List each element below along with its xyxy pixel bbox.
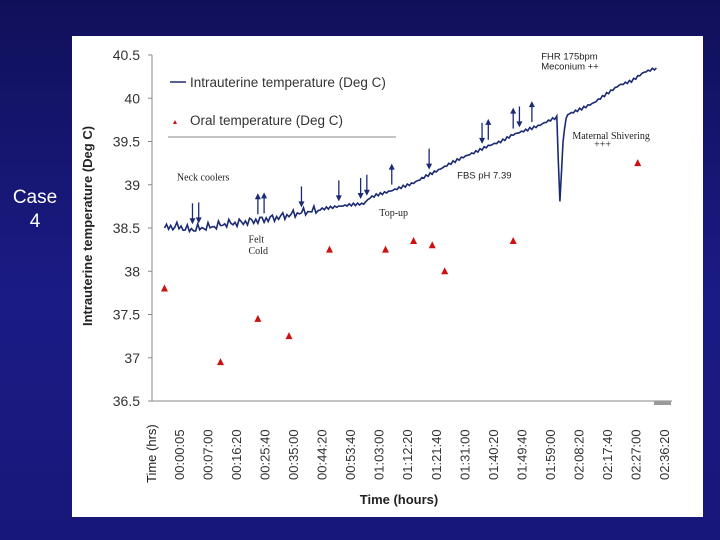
annotation-text: +++ (594, 140, 611, 151)
annotation-text: Felt (249, 235, 265, 246)
event-arrowhead-down (189, 218, 196, 225)
x-tick-label: 01:31:00 (457, 429, 472, 480)
event-arrowhead-down (516, 121, 523, 128)
x-tick-label: 01:49:40 (514, 429, 529, 480)
oral-temperature-point (410, 236, 418, 244)
x-axis-label: Time (hours) (360, 492, 439, 507)
y-tick-label: 39 (124, 177, 140, 193)
event-arrowhead-down (335, 195, 342, 202)
oral-temperature-point (325, 245, 333, 253)
event-arrowhead-up (485, 118, 492, 125)
y-axis-label: Intrauterine temperature (Deg C) (80, 126, 95, 326)
x-tick-label: 00:25:40 (258, 429, 273, 480)
oral-temperature-point (254, 314, 262, 322)
y-tick-label: 39.5 (113, 134, 140, 150)
scroll-marker (654, 401, 671, 405)
intrauterine-series-line (163, 67, 657, 234)
x-tick-label: 01:40:20 (486, 429, 501, 480)
x-tick-label: 01:21:40 (429, 429, 444, 480)
event-arrowhead-up (388, 163, 395, 170)
legend-triangle-swatch (173, 120, 177, 124)
x-tick-label: 02:17:40 (600, 429, 615, 480)
y-tick-label: 37.5 (113, 307, 140, 323)
oral-temperature-point (634, 159, 642, 167)
case-label: Case 4 (0, 186, 70, 234)
annotation-text: FHR 175bpm (541, 51, 598, 62)
oral-temperature-point (217, 358, 225, 366)
y-tick-label: 40 (124, 90, 140, 106)
oral-temperature-point (382, 245, 390, 253)
oral-marker-layer (160, 159, 642, 366)
annotation-text: Maternal Shivering (572, 131, 649, 142)
y-tick-labels: 40.5 40 39.5 39 38.5 38 37.5 37 36.5 (113, 47, 140, 409)
annotation-text: Meconium ++ (541, 62, 599, 73)
x-tick-label: 02:27:00 (628, 429, 643, 480)
event-arrowhead-up (254, 193, 261, 200)
annotation-text: FBS pH 7.39 (457, 171, 511, 182)
x-tick-label: 00:00:05 (172, 429, 187, 480)
oral-temperature-point (428, 241, 436, 249)
x-tick-label: 00:07:00 (201, 429, 216, 480)
y-tick-label: 38 (124, 263, 140, 279)
x-tick-label: 00:16:20 (229, 429, 244, 480)
legend-entry-intrauterine: Intrauterine temperature (Deg C) (190, 75, 386, 90)
x-tick-label: 00:35:00 (286, 429, 301, 480)
x-tick-label: 01:03:00 (372, 429, 387, 480)
x-axis-corner-label: Time (hrs) (144, 424, 159, 483)
x-tick-label: 02:36:20 (657, 429, 672, 480)
chart-panel: 40.5 40 39.5 39 38.5 38 37.5 37 36.5 00:00:05 00:… (72, 36, 703, 517)
event-arrowhead-down (363, 189, 370, 196)
annotation-text: Cold (249, 246, 268, 257)
case-label-number: 4 (29, 211, 41, 232)
x-tick-label: 00:53:40 (343, 429, 358, 480)
event-arrow-layer (189, 101, 535, 225)
event-arrowhead-up (510, 107, 517, 114)
oral-temperature-point (509, 236, 517, 244)
case-label-word: Case (12, 187, 58, 208)
y-tick-label: 38.5 (113, 220, 140, 236)
event-arrowhead-up (528, 101, 535, 108)
annotation-text: Neck coolers (177, 172, 230, 183)
x-tick-label: 01:12:20 (400, 429, 415, 480)
axis-layer (148, 54, 672, 402)
y-tick-label: 37 (124, 350, 140, 366)
event-arrowhead-down (426, 163, 433, 170)
x-tick-labels: 00:00:05 00:07:00 00:16:20 00:25:40 00:35:00… (172, 429, 672, 480)
series-layer (163, 67, 657, 234)
oral-temperature-point (285, 332, 293, 340)
event-arrowhead-up (261, 192, 268, 199)
legend: Intrauterine temperature (Deg C) Oral te… (168, 75, 396, 138)
x-tick-label: 02:08:20 (571, 429, 586, 480)
event-arrowhead-down (195, 217, 202, 224)
event-arrowhead-down (298, 201, 305, 208)
oral-temperature-point (441, 267, 449, 275)
x-tick-label: 01:59:00 (543, 429, 558, 480)
oral-temperature-point (160, 284, 168, 292)
legend-entry-oral: Oral temperature (Deg C) (190, 113, 343, 128)
event-arrowhead-down (357, 192, 364, 199)
y-tick-label: 40.5 (113, 47, 140, 63)
event-arrowhead-down (479, 137, 486, 144)
y-tick-label: 36.5 (113, 393, 140, 409)
x-tick-label: 00:44:20 (315, 429, 330, 480)
annotation-text: Top-up (379, 208, 408, 219)
